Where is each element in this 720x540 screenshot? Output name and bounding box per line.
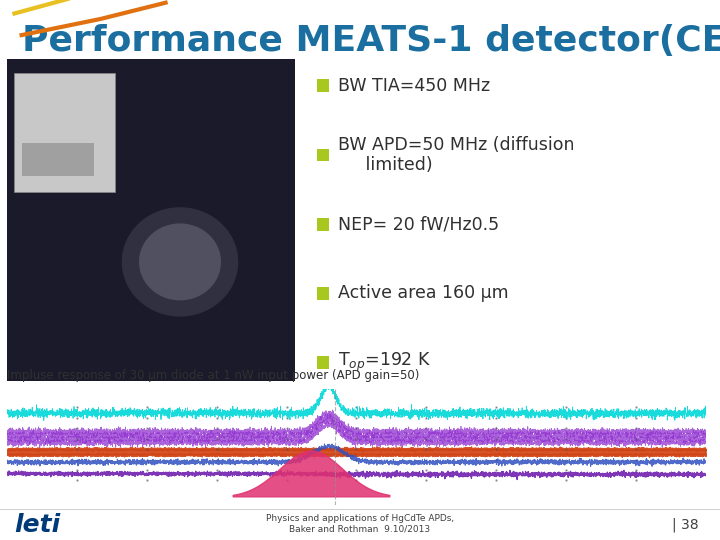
Polygon shape: [122, 208, 238, 316]
FancyBboxPatch shape: [317, 79, 329, 92]
FancyBboxPatch shape: [317, 148, 329, 161]
Text: T$_{op}$=192 K: T$_{op}$=192 K: [338, 351, 431, 374]
FancyBboxPatch shape: [0, 509, 720, 510]
Text: Impluse response of 30 μm diode at 1 nW input power (APD gain=50): Impluse response of 30 μm diode at 1 nW …: [7, 369, 420, 382]
FancyBboxPatch shape: [317, 356, 329, 369]
Text: BW APD=50 MHz (diffusion
     limited): BW APD=50 MHz (diffusion limited): [338, 136, 575, 174]
Text: NEP= 20 fW/Hz0.5: NEP= 20 fW/Hz0.5: [338, 215, 500, 233]
Text: Performance MEATS-1 detector(CEA): Performance MEATS-1 detector(CEA): [22, 24, 720, 58]
FancyBboxPatch shape: [22, 143, 94, 176]
FancyBboxPatch shape: [7, 59, 295, 381]
Text: leti: leti: [14, 513, 60, 537]
Text: Physics and applications of HgCdTe APDs,
Baker and Rothman  9.10/2013: Physics and applications of HgCdTe APDs,…: [266, 514, 454, 534]
Text: BW TIA=450 MHz: BW TIA=450 MHz: [338, 77, 490, 95]
Polygon shape: [140, 224, 220, 300]
Text: Active area 160 μm: Active area 160 μm: [338, 284, 509, 302]
FancyBboxPatch shape: [317, 287, 329, 300]
FancyBboxPatch shape: [14, 73, 115, 192]
FancyBboxPatch shape: [317, 218, 329, 231]
Text: | 38: | 38: [672, 518, 698, 532]
